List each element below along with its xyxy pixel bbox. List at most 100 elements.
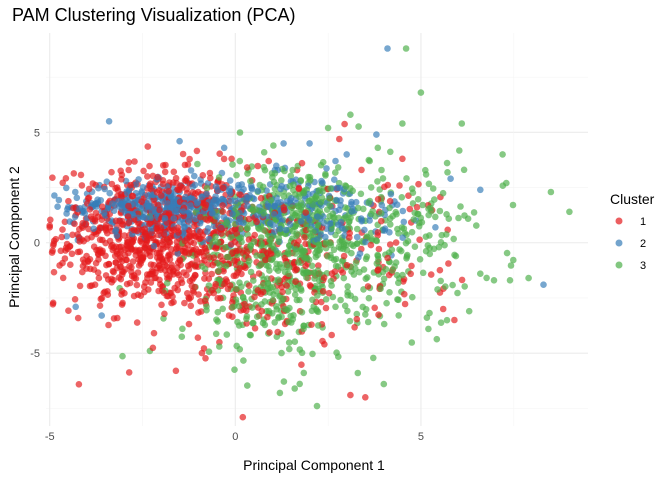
data-point: [193, 251, 201, 258]
data-point: [96, 302, 104, 310]
data-point: [55, 196, 63, 204]
data-point: [320, 219, 328, 227]
data-point: [215, 174, 223, 181]
data-point: [416, 236, 423, 243]
data-point: [326, 220, 334, 227]
data-point: [63, 233, 70, 240]
data-point: [341, 120, 348, 128]
data-point: [239, 413, 247, 421]
data-point: [228, 155, 235, 163]
data-point: [214, 308, 222, 316]
data-point: [46, 224, 53, 231]
data-point: [444, 169, 451, 176]
data-point: [426, 232, 433, 239]
data-point: [415, 180, 422, 188]
data-point: [458, 276, 466, 284]
legend-swatch: [615, 217, 623, 225]
data-point: [386, 197, 394, 205]
data-point: [131, 158, 138, 165]
data-point: [271, 185, 279, 193]
data-point: [113, 250, 121, 258]
data-point: [336, 238, 344, 245]
data-point: [437, 277, 445, 285]
data-point: [282, 226, 290, 234]
data-point: [269, 296, 277, 304]
data-point: [271, 203, 278, 210]
data-point: [305, 173, 312, 181]
data-point: [198, 263, 206, 270]
data-point: [340, 274, 348, 282]
data-point: [115, 198, 122, 205]
y-tick-label: -5: [30, 348, 40, 360]
data-point: [85, 225, 92, 233]
data-point: [362, 238, 369, 246]
data-point: [152, 274, 159, 282]
data-point: [105, 118, 113, 125]
data-point: [340, 252, 348, 260]
data-point: [364, 318, 372, 326]
data-point: [503, 179, 510, 187]
data-point: [212, 330, 220, 338]
data-point: [419, 269, 427, 277]
data-point: [54, 203, 61, 210]
data-point: [185, 210, 193, 217]
data-point: [450, 235, 458, 243]
data-point: [408, 228, 416, 236]
data-point: [161, 214, 169, 222]
data-point: [276, 225, 284, 233]
data-point: [201, 297, 209, 305]
y-tick-label: 5: [34, 127, 40, 139]
data-point: [68, 250, 76, 258]
data-point: [285, 264, 293, 271]
data-point: [121, 232, 128, 239]
data-point: [236, 264, 244, 272]
data-point: [197, 213, 204, 221]
data-point: [402, 45, 410, 52]
data-point: [403, 175, 410, 182]
data-point: [477, 186, 484, 194]
data-point: [507, 262, 515, 269]
data-point: [65, 307, 72, 315]
data-point: [451, 316, 458, 324]
data-point: [383, 299, 390, 307]
data-point: [146, 162, 153, 170]
data-point: [214, 239, 222, 246]
data-point: [362, 275, 370, 283]
legend-swatch: [615, 261, 623, 269]
data-point: [181, 299, 188, 307]
data-point: [147, 261, 155, 268]
data-point: [280, 140, 287, 147]
data-point: [219, 202, 226, 209]
data-point: [278, 349, 285, 357]
data-point: [240, 357, 247, 364]
data-point: [308, 321, 315, 329]
data-point: [179, 208, 187, 215]
data-point: [276, 389, 284, 397]
data-point: [145, 197, 153, 205]
data-point: [345, 223, 352, 231]
data-point: [342, 183, 350, 190]
data-point: [181, 237, 189, 245]
data-point: [197, 235, 204, 242]
data-point: [393, 210, 400, 218]
x-tick-label: -5: [45, 431, 55, 443]
data-point: [388, 246, 396, 254]
data-point: [276, 213, 283, 221]
data-point: [116, 243, 123, 251]
data-point: [269, 283, 277, 291]
data-point: [344, 292, 351, 299]
data-point: [98, 294, 106, 302]
data-point: [361, 226, 368, 234]
data-point: [194, 160, 201, 168]
data-point: [245, 236, 253, 243]
data-point: [235, 181, 242, 189]
data-point: [185, 217, 193, 224]
data-point: [92, 200, 99, 207]
data-point: [333, 196, 340, 204]
data-point: [341, 302, 349, 310]
data-point: [398, 194, 406, 201]
data-point: [332, 262, 340, 270]
data-point: [302, 209, 310, 216]
data-point: [49, 174, 56, 181]
data-point: [161, 168, 169, 176]
